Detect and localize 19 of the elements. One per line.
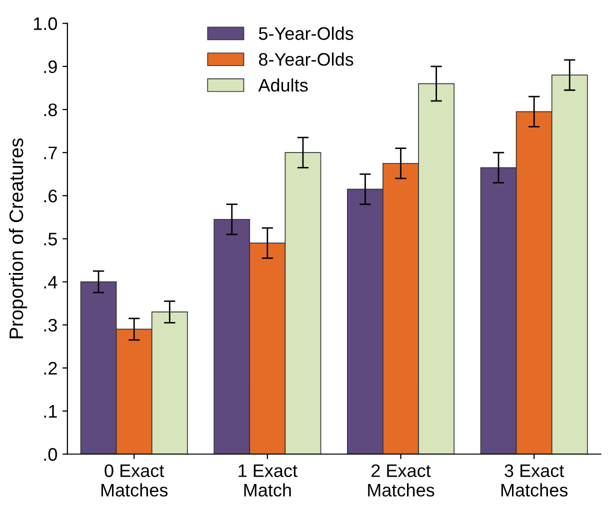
y-tick-label: .7 <box>44 146 57 160</box>
y-tick-label: .1 <box>44 405 57 418</box>
legend-label: 8-Year-Olds <box>258 52 354 66</box>
x-tick-label: 1 Exact Match <box>238 464 298 497</box>
x-tick-label: 2 Exact Matches <box>368 464 434 497</box>
y-tick-label: .3 <box>44 318 57 332</box>
y-tick-label: .2 <box>44 362 57 375</box>
y-tick-label: 1.0 <box>34 17 58 30</box>
legend-label: Adults <box>258 78 308 92</box>
y-tick-label: .6 <box>44 190 57 202</box>
y-tick-label: .9 <box>44 60 57 74</box>
y-tick-label: .0 <box>44 448 58 461</box>
x-tick-label: 0 Exact Matches <box>101 464 168 497</box>
y-tick-label: .8 <box>44 103 57 116</box>
y-tick-label: .4 <box>44 276 58 288</box>
x-tick-label: 3 Exact Matches <box>501 464 568 497</box>
y-axis-title: Proportion of Creatures <box>8 138 28 338</box>
legend-label: 5-Year-Olds <box>258 26 354 40</box>
y-tick-label: .5 <box>44 232 57 246</box>
